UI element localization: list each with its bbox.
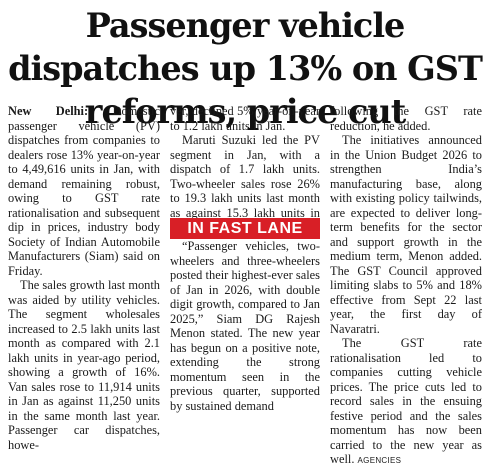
paragraph: Maruti Suzuki led the PV segment in Jan,…	[170, 133, 320, 234]
article-column-3: following the GST rate reduction, he add…	[330, 104, 482, 469]
column-2-top: ver, declined 5% year-on-year to 1.2 lak…	[170, 104, 320, 235]
paragraph: The sales growth last month was aided by…	[8, 278, 160, 452]
paragraph: ver, declined 5% year-on-year to 1.2 lak…	[170, 104, 320, 133]
paragraph: “Passenger vehicles, two-wheelers and th…	[170, 239, 320, 413]
column-2-bottom: “Passenger vehicles, two-wheelers and th…	[170, 239, 320, 413]
article-column-2: ver, declined 5% year-on-year to 1.2 lak…	[170, 104, 320, 413]
paragraph: following the GST rate reduction, he add…	[330, 104, 482, 133]
headline: Passenger vehicle dispatches up 13% on G…	[8, 6, 483, 131]
in-fast-lane-box: IN FAST LANE	[170, 218, 320, 239]
news-article: Passenger vehicle dispatches up 13% on G…	[8, 6, 483, 466]
paragraph-text: The GST rate rationalisation led to comp…	[330, 336, 482, 466]
paragraph-text: Domestic passenger vehicle (PV) dispatch…	[8, 104, 160, 278]
agency-credit: AGENCIES	[357, 456, 402, 465]
paragraph: The GST rate rationalisation led to comp…	[330, 336, 482, 469]
paragraph: The initiatives announced in the Union B…	[330, 133, 482, 336]
article-column-1: New Delhi: Domestic passenger vehicle (P…	[8, 104, 160, 452]
paragraph: New Delhi: Domestic passenger vehicle (P…	[8, 104, 160, 278]
dateline: New Delhi:	[8, 104, 89, 118]
